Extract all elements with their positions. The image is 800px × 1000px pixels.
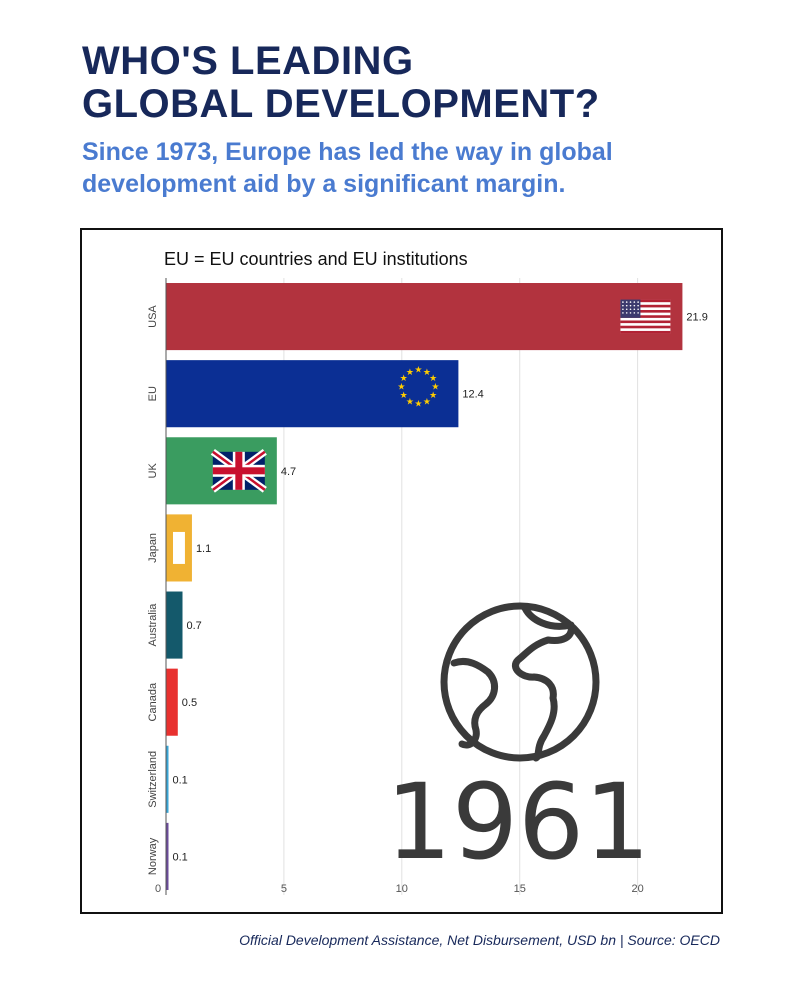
value-label: 0.5 <box>182 697 197 709</box>
x-tick-label: 15 <box>514 883 526 895</box>
svg-text:★: ★ <box>429 374 437 384</box>
svg-text:★: ★ <box>423 368 431 378</box>
value-label: 4.7 <box>281 466 296 478</box>
value-label: 21.9 <box>686 312 707 324</box>
x-tick-label: 10 <box>396 883 408 895</box>
bar <box>166 591 183 659</box>
svg-text:★: ★ <box>406 368 414 378</box>
svg-text:★: ★ <box>400 391 408 401</box>
svg-text:★: ★ <box>429 391 437 401</box>
bar <box>166 668 178 736</box>
category-label: Norway <box>147 837 159 875</box>
category-label: EU <box>147 386 159 401</box>
bar <box>166 822 169 890</box>
value-label: 0.1 <box>173 851 188 863</box>
title-line-1: WHO'S LEADING <box>82 39 414 83</box>
x-tick-label: 5 <box>281 883 287 895</box>
category-label: USA <box>147 305 159 328</box>
labels: 0 5 10 15 20 21.9 USA 12.4 EU 4.7 UK 1.1 Japan 0.7 Aus… <box>147 305 708 895</box>
svg-text:★: ★ <box>414 400 422 410</box>
subtitle-line-2: development aid by a significant margin. <box>82 170 566 198</box>
svg-text:★: ★ <box>414 366 422 376</box>
bar-chart: 1961 ★★★★★★★★★ ★ ★★ 0 5 10 15 2021.9USA12.4EU4… <box>147 249 708 895</box>
chart-decorations: 1961 <box>386 602 651 883</box>
uk-flag-icon <box>210 448 267 493</box>
bar <box>166 360 459 428</box>
us-flag-icon <box>620 299 671 334</box>
year-label: 1961 <box>386 761 651 883</box>
value-label: 0.7 <box>187 620 202 632</box>
source-note: Official Development Assistance, Net Dis… <box>239 932 720 948</box>
title-line-2: GLOBAL DEVELOPMENT? <box>82 82 600 126</box>
value-label: 1.1 <box>196 543 211 555</box>
value-label: 12.4 <box>462 389 483 401</box>
flags: ★★★★★★★★★ ★ ★★ <box>173 299 671 564</box>
value-label: 0.1 <box>173 774 188 786</box>
flag-panel <box>173 531 185 564</box>
svg-text:★: ★ <box>400 374 408 384</box>
svg-text:★: ★ <box>406 397 414 407</box>
category-label: Australia <box>147 603 159 647</box>
bar <box>166 745 169 813</box>
category-label: Switzerland <box>147 751 159 808</box>
bar <box>166 283 683 351</box>
category-label: Canada <box>147 682 159 721</box>
bars <box>166 283 683 890</box>
chart-frame: 1961 ★ ★ ★ ★ ★ ★ ★ ★ ★ ★ ★ ★ 0 5 10 15 20 21.9 USA 12.4 EU 4… <box>80 228 723 914</box>
svg-text:★: ★ <box>397 383 405 393</box>
chart-annotation: EU = EU countries and EU institutions <box>164 249 468 269</box>
svg-text:★: ★ <box>423 397 431 407</box>
x-tick-label: 20 <box>631 883 643 895</box>
svg-text:★: ★ <box>431 383 439 393</box>
eu-flag-icon: ★★★★★★★★★ ★ ★★ <box>397 366 439 410</box>
page-subtitle: Since 1973, Europe has led the way in gl… <box>82 136 722 200</box>
globe-icon <box>440 602 600 762</box>
category-label: UK <box>147 463 159 479</box>
page-title: WHO'S LEADING GLOBAL DEVELOPMENT? <box>82 40 762 126</box>
category-label: Japan <box>147 533 159 563</box>
subtitle-line-1: Since 1973, Europe has led the way in gl… <box>82 138 613 166</box>
x-tick-label: 0 <box>155 883 161 895</box>
